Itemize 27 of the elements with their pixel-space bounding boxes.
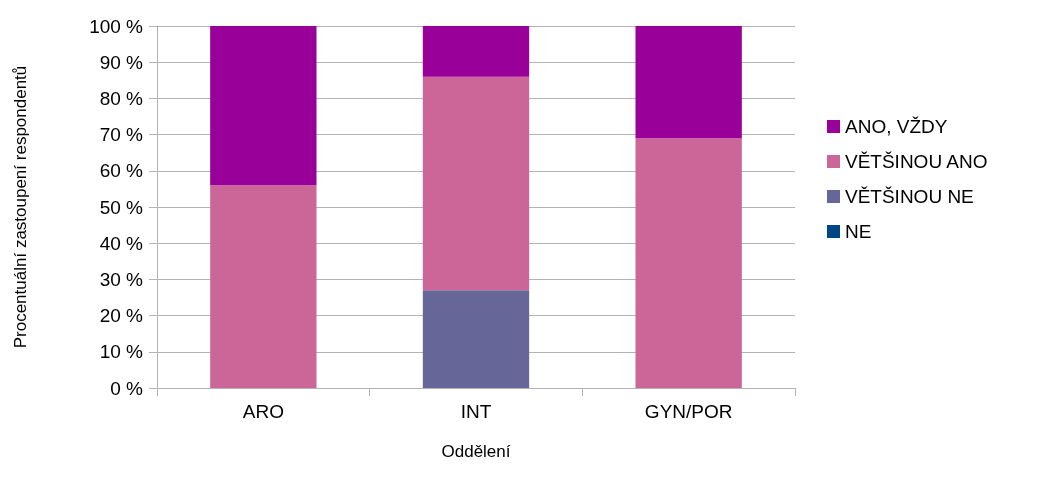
- bar: [210, 26, 317, 186]
- legend-label: VĚTŠINOU NE: [845, 186, 974, 207]
- y-tick-label: 10 %: [99, 341, 144, 363]
- legend-label: ANO, VŽDY: [845, 116, 948, 137]
- y-tick-label: 40 %: [99, 232, 144, 254]
- x-axis-title: Oddělení: [441, 442, 511, 461]
- bar: [210, 185, 317, 388]
- x-tick-label: ARO: [242, 401, 284, 422]
- y-tick-label: 60 %: [99, 160, 144, 182]
- y-tick-label: 30 %: [99, 268, 144, 290]
- y-tick-label: 70 %: [99, 124, 144, 146]
- bar: [422, 76, 530, 291]
- y-axis-title: Procentuální zastoupení respondentů: [11, 65, 30, 349]
- y-tick-label: 100 %: [89, 15, 144, 37]
- legend-label: VĚTŠINOU ANO: [845, 151, 988, 172]
- y-tick-label: 80 %: [99, 87, 144, 109]
- x-tick-label: GYN/POR: [644, 401, 733, 422]
- y-tick-label: 50 %: [99, 196, 144, 218]
- y-tick-label: 90 %: [99, 51, 144, 73]
- bar: [422, 290, 530, 388]
- legend-label: NE: [845, 221, 872, 242]
- bar: [635, 138, 742, 388]
- bar: [422, 26, 530, 77]
- y-tick-label: 20 %: [99, 305, 144, 327]
- y-tick-label: 0 %: [110, 377, 144, 399]
- x-tick-label: INT: [460, 401, 492, 422]
- bar: [635, 26, 742, 139]
